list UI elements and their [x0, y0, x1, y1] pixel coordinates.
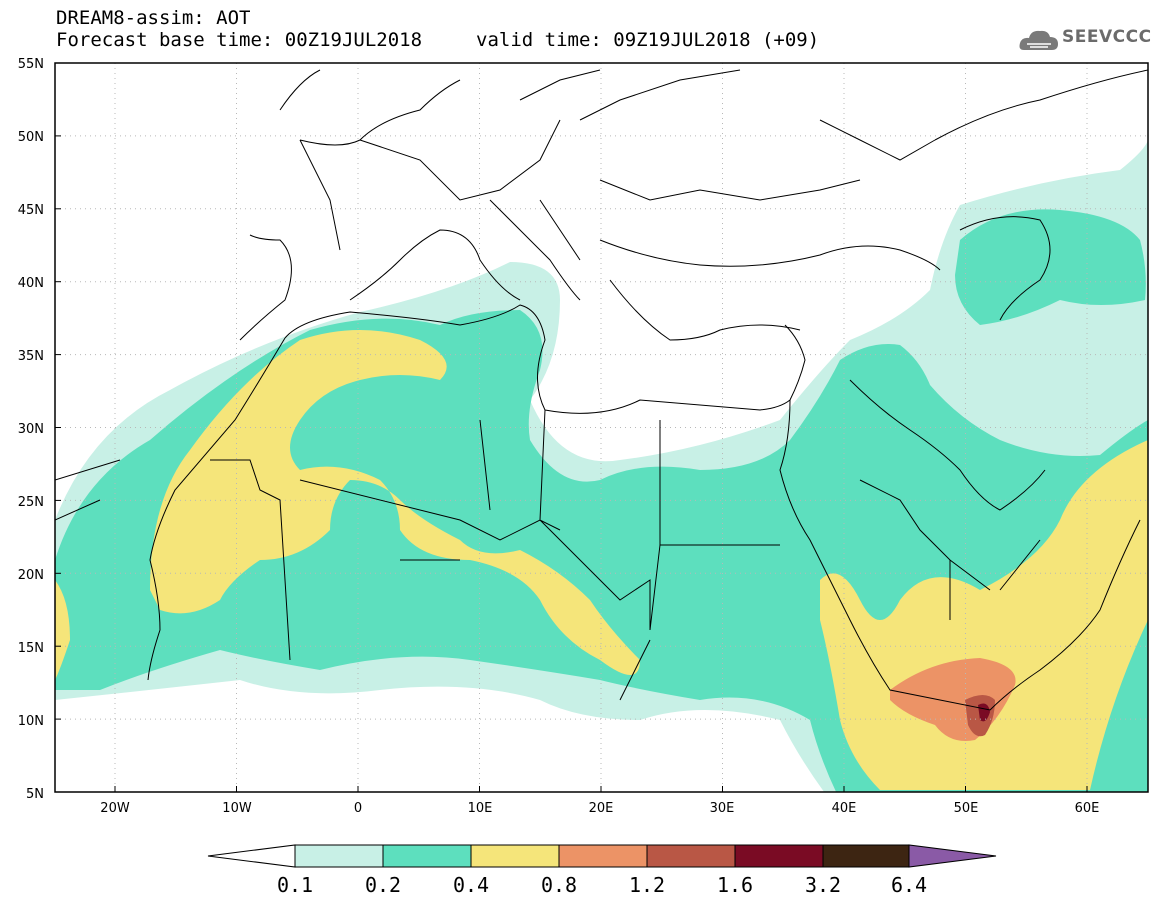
lat-label: 50N	[18, 130, 44, 145]
colorbar-label: 6.4	[891, 873, 927, 897]
lon-axis: 20W 10W 0 10E 20E 30E 40E 50E 60E	[100, 801, 1099, 816]
lat-label: 5N	[26, 787, 44, 802]
colorbar-cell	[822, 844, 910, 868]
axis-ticks	[55, 135, 1088, 792]
colorbar	[207, 844, 997, 868]
logo-text: SEEVCCC	[1062, 27, 1152, 47]
colorbar-label: 3.2	[805, 873, 841, 897]
colorbar-cell-max	[908, 844, 997, 868]
colorbar-cell	[558, 844, 648, 868]
lon-label: 30E	[710, 801, 735, 816]
lat-label: 35N	[18, 349, 44, 364]
lat-axis: 55N 50N 45N 40N 35N 30N 25N 20N 15N 10N …	[18, 57, 44, 802]
lon-label: 20E	[589, 801, 614, 816]
lat-label: 40N	[18, 276, 44, 291]
aot-band-0.4-west	[55, 580, 70, 680]
colorbar-label: 1.6	[717, 873, 753, 897]
lat-label: 45N	[18, 203, 44, 218]
forecast-base-time: Forecast base time: 00Z19JUL2018	[56, 29, 423, 51]
graticule	[55, 63, 1148, 792]
lon-label: 50E	[954, 801, 979, 816]
lon-label: 10W	[222, 801, 252, 816]
colorbar-cell	[294, 844, 384, 868]
colorbar-cell	[646, 844, 736, 868]
colorbar-label: 0.1	[277, 873, 313, 897]
lon-label: 20W	[100, 801, 130, 816]
lat-label: 10N	[18, 714, 44, 729]
colorbar-cell-min	[207, 844, 296, 868]
lon-label: 10E	[468, 801, 493, 816]
colorbar-cell	[734, 844, 824, 868]
lat-label: 15N	[18, 641, 44, 656]
colorbar-label: 0.8	[541, 873, 577, 897]
colorbar-labels: 0.1 0.2 0.4 0.8 1.2 1.6 3.2 6.4	[277, 873, 927, 897]
lon-label: 0	[354, 801, 362, 816]
lat-label: 20N	[18, 568, 44, 583]
colorbar-cell	[382, 844, 472, 868]
aot-band-0.2-caspian	[955, 209, 1146, 325]
coastlines	[55, 69, 1148, 711]
aot-contours	[55, 140, 1148, 792]
lon-label: 60E	[1075, 801, 1100, 816]
colorbar-cell	[470, 844, 560, 868]
map-title: DREAM8-assim: AOT	[56, 7, 251, 29]
colorbar-label: 0.2	[365, 873, 401, 897]
lon-label: 40E	[832, 801, 857, 816]
colorbar-label: 1.2	[629, 873, 665, 897]
lat-label: 30N	[18, 422, 44, 437]
aot-band-0.4	[150, 330, 640, 675]
lat-label: 55N	[18, 57, 44, 72]
valid-time: valid time: 09Z19JUL2018 (+09)	[476, 29, 820, 51]
lat-label: 25N	[18, 495, 44, 510]
cloud-logo-icon	[1019, 30, 1058, 50]
colorbar-label: 0.4	[453, 873, 489, 897]
